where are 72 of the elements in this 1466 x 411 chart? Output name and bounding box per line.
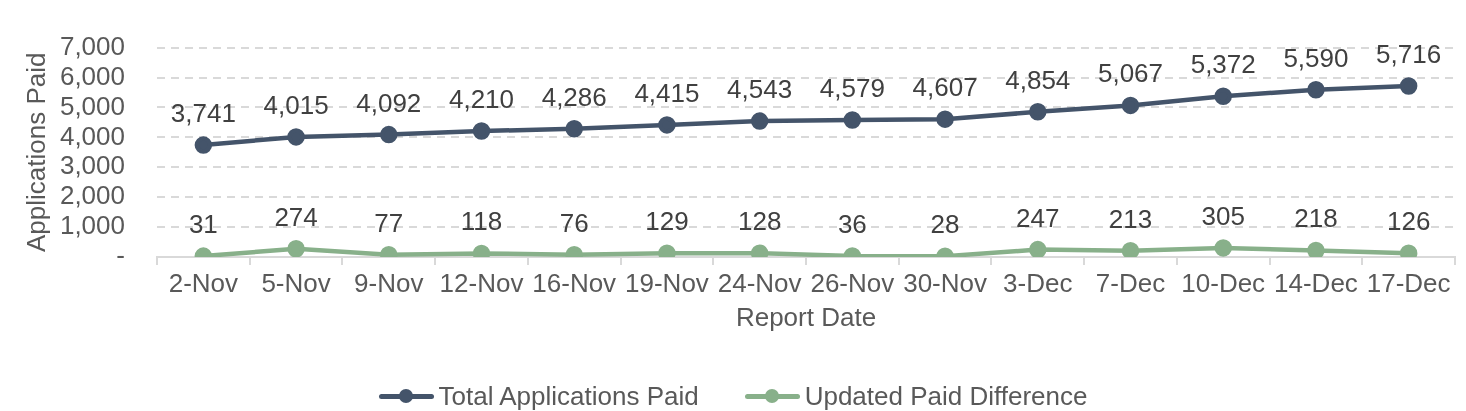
data-label: 4,092 bbox=[356, 87, 422, 118]
data-label: 4,210 bbox=[448, 84, 515, 115]
data-label: 5,590 bbox=[1283, 42, 1349, 73]
data-label: 4,415 bbox=[634, 77, 700, 108]
x-tick-label: 12-Nov bbox=[439, 267, 524, 298]
y-tick-label: 5,000 bbox=[59, 90, 125, 121]
x-tick-label: 5-Nov bbox=[261, 267, 331, 298]
data-label: 126 bbox=[1386, 206, 1431, 237]
data-label: 5,067 bbox=[1097, 58, 1164, 89]
point bbox=[287, 128, 305, 146]
point bbox=[1307, 81, 1325, 99]
point bbox=[1121, 96, 1140, 115]
point bbox=[750, 112, 769, 130]
point bbox=[1399, 77, 1418, 95]
y-tick-label: 1,000 bbox=[59, 210, 125, 241]
x-tick-label: 3-Dec bbox=[1003, 267, 1073, 298]
point bbox=[843, 111, 862, 129]
x-tick-label: 26-Nov bbox=[810, 267, 895, 298]
x-tick-label: 30-Nov bbox=[903, 267, 987, 298]
x-tick-label: 17-Dec bbox=[1366, 267, 1451, 298]
y-tick-label: - bbox=[116, 240, 125, 271]
x-tick-label: 14-Dec bbox=[1274, 267, 1358, 298]
point bbox=[1121, 241, 1140, 257]
x-tick-label: 9-Nov bbox=[354, 267, 424, 298]
data-label: 305 bbox=[1201, 200, 1245, 231]
data-label: 4,286 bbox=[541, 81, 607, 112]
data-label: 274 bbox=[274, 201, 318, 232]
point bbox=[658, 244, 676, 257]
legend-label: Total Applications Paid bbox=[438, 381, 699, 411]
data-label: 4,607 bbox=[912, 72, 978, 103]
x-tick-label: 10-Dec bbox=[1181, 267, 1266, 298]
y-tick-label: 6,000 bbox=[59, 60, 125, 91]
x-axis-title: Report Date bbox=[735, 301, 877, 332]
x-tick-label: 24-Nov bbox=[717, 267, 802, 298]
data-label: 77 bbox=[374, 207, 404, 238]
point bbox=[1214, 87, 1232, 106]
point bbox=[565, 120, 583, 138]
point bbox=[1307, 241, 1325, 257]
x-tick-label: 7-Dec bbox=[1095, 267, 1166, 298]
data-label: 247 bbox=[1016, 202, 1060, 233]
data-label: 218 bbox=[1294, 203, 1338, 234]
x-tick-label: 16-Nov bbox=[532, 267, 617, 298]
data-label: 213 bbox=[1108, 203, 1153, 234]
data-label: 76 bbox=[559, 207, 589, 238]
point bbox=[936, 110, 954, 128]
point bbox=[658, 116, 676, 134]
data-label: 4,015 bbox=[263, 89, 329, 120]
point bbox=[194, 136, 213, 154]
y-axis-title: Applications Paid bbox=[20, 52, 51, 253]
point bbox=[380, 125, 398, 144]
data-label: 128 bbox=[737, 206, 782, 237]
legend-label: Updated Paid Difference bbox=[804, 381, 1088, 411]
data-label: 31 bbox=[188, 209, 218, 240]
x-tick-label: 19-Nov bbox=[625, 267, 709, 298]
data-label: 5,372 bbox=[1190, 49, 1256, 80]
data-label: 129 bbox=[645, 206, 689, 237]
data-label: 4,854 bbox=[1005, 64, 1071, 95]
data-label: 4,579 bbox=[819, 73, 885, 104]
data-label: 5,716 bbox=[1376, 39, 1442, 70]
data-label: 28 bbox=[930, 209, 960, 240]
data-label: 36 bbox=[837, 208, 867, 239]
data-label: 4,543 bbox=[727, 74, 793, 105]
data-label: 3,741 bbox=[170, 98, 236, 129]
y-tick-label: 4,000 bbox=[59, 120, 125, 151]
y-tick-label: 2,000 bbox=[59, 180, 125, 211]
point bbox=[1029, 240, 1047, 257]
x-tick-label: 2-Nov bbox=[168, 267, 239, 298]
y-tick-label: 3,000 bbox=[59, 150, 125, 181]
point bbox=[1029, 103, 1047, 121]
point bbox=[472, 122, 491, 140]
data-label: 118 bbox=[460, 206, 503, 237]
y-tick-label: 7,000 bbox=[59, 30, 125, 61]
